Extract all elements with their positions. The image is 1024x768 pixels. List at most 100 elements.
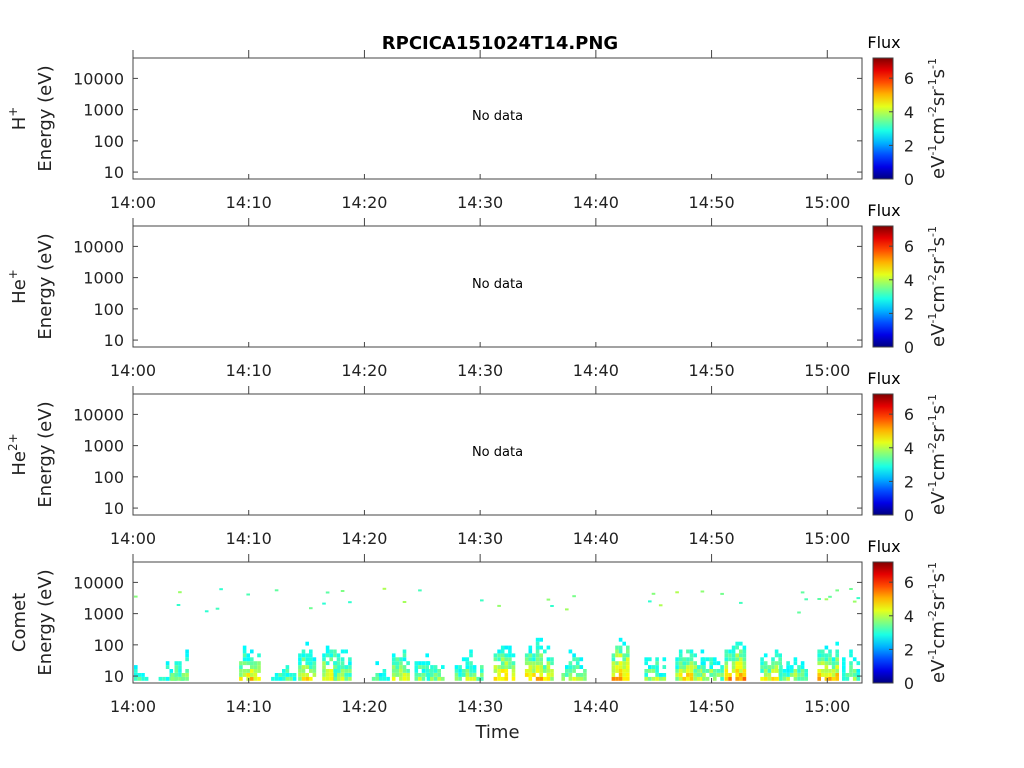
heatmap-cells bbox=[134, 587, 861, 681]
flux-cell bbox=[845, 676, 850, 681]
flux-cell bbox=[285, 665, 290, 669]
flux-cell bbox=[454, 673, 459, 677]
flux-cell bbox=[693, 661, 697, 666]
flux-cell bbox=[763, 661, 768, 666]
flux-cell bbox=[250, 676, 254, 681]
flux-cell bbox=[391, 673, 396, 677]
flux-cell bbox=[165, 676, 170, 681]
flux-cell bbox=[340, 676, 345, 681]
flux-cell bbox=[539, 653, 543, 658]
flux-cell bbox=[828, 649, 832, 654]
flux-cell bbox=[246, 676, 250, 681]
flux-cell bbox=[835, 649, 839, 654]
x-tick-label: 14:20 bbox=[341, 529, 387, 548]
flux-cell bbox=[778, 657, 782, 662]
flux-cell bbox=[739, 653, 743, 658]
plot-area bbox=[132, 225, 863, 348]
flux-cell bbox=[391, 657, 396, 662]
flux-cell bbox=[760, 676, 764, 681]
x-tick-label: 14:00 bbox=[110, 697, 156, 716]
flux-cell bbox=[611, 661, 616, 666]
x-tick-label: 14:30 bbox=[457, 697, 503, 716]
flux-cell bbox=[828, 657, 832, 662]
flux-cell bbox=[285, 673, 290, 677]
flux-cell bbox=[804, 669, 808, 673]
flux-cell bbox=[797, 665, 801, 669]
flux-cell bbox=[242, 645, 247, 650]
flux-cell bbox=[648, 676, 652, 681]
flux-cell bbox=[546, 673, 551, 677]
flux-cell bbox=[713, 673, 717, 677]
flux-cell bbox=[817, 661, 821, 666]
flux-cell bbox=[395, 657, 400, 662]
flux-cell bbox=[301, 653, 306, 658]
flux-cell bbox=[682, 661, 687, 666]
panel-1: No data 14:00 14:10 14:20 14:30 14:40 14:50 15:… bbox=[6, 201, 949, 380]
flux-cell bbox=[524, 669, 529, 673]
colorbar-tick-label: 6 bbox=[904, 405, 914, 424]
flux-cell bbox=[497, 673, 501, 677]
flux-cell bbox=[539, 657, 543, 662]
flux-cell bbox=[651, 592, 656, 595]
flux-cell bbox=[371, 676, 376, 681]
colorbar-unit-label: eV-1​cm-2​sr-1​s-1​ bbox=[926, 562, 949, 683]
flux-cell bbox=[651, 676, 656, 681]
flux-cell bbox=[418, 673, 422, 677]
flux-cell bbox=[309, 607, 313, 610]
flux-cell bbox=[689, 661, 694, 666]
flux-cell bbox=[739, 676, 743, 681]
flux-cell bbox=[790, 673, 794, 677]
flux-cell bbox=[325, 673, 330, 677]
flux-cell bbox=[835, 676, 839, 681]
flux-cell bbox=[763, 673, 768, 677]
flux-cell bbox=[800, 673, 805, 677]
flux-cell bbox=[626, 673, 630, 677]
flux-cell bbox=[682, 665, 687, 669]
flux-cell bbox=[433, 665, 438, 669]
flux-cell bbox=[675, 657, 679, 662]
flux-cell bbox=[702, 661, 706, 666]
flux-cell bbox=[804, 598, 808, 601]
no-data-message: No data bbox=[472, 109, 523, 124]
flux-cell bbox=[724, 657, 729, 662]
flux-cell bbox=[174, 665, 179, 669]
flux-cell bbox=[309, 649, 313, 654]
flux-cell bbox=[550, 661, 554, 666]
flux-cell bbox=[322, 669, 326, 673]
flux-cell bbox=[472, 669, 477, 673]
flux-cell bbox=[565, 608, 569, 611]
flux-cell bbox=[774, 649, 779, 654]
flux-cell bbox=[344, 673, 348, 677]
x-tick-label: 15:00 bbox=[804, 361, 850, 380]
flux-cell bbox=[611, 665, 616, 669]
y-tick-label: 10 bbox=[104, 163, 124, 182]
flux-cell bbox=[504, 669, 509, 673]
flux-cell bbox=[786, 676, 790, 681]
flux-cell bbox=[622, 657, 626, 662]
flux-cell bbox=[337, 676, 341, 681]
flux-cell bbox=[402, 649, 407, 654]
flux-cell bbox=[786, 673, 790, 677]
flux-cell bbox=[821, 649, 825, 654]
flux-cell bbox=[546, 665, 551, 669]
flux-cell bbox=[686, 676, 690, 681]
flux-cell bbox=[835, 673, 839, 677]
flux-cell bbox=[528, 645, 533, 650]
flux-cell bbox=[782, 673, 787, 677]
flux-cell bbox=[786, 661, 790, 666]
flux-cell bbox=[716, 669, 721, 673]
flux-cell bbox=[425, 653, 429, 658]
flux-cell bbox=[325, 649, 330, 654]
flux-cell bbox=[344, 649, 348, 654]
flux-cell bbox=[835, 661, 839, 666]
flux-cell bbox=[535, 645, 540, 650]
flux-cell bbox=[790, 669, 794, 673]
flux-cell bbox=[508, 645, 512, 650]
flux-cell bbox=[418, 589, 422, 592]
flux-cell bbox=[532, 669, 536, 673]
flux-cell bbox=[375, 661, 379, 666]
flux-cell bbox=[804, 673, 808, 677]
flux-cell bbox=[724, 669, 729, 673]
flux-cell bbox=[399, 676, 403, 681]
